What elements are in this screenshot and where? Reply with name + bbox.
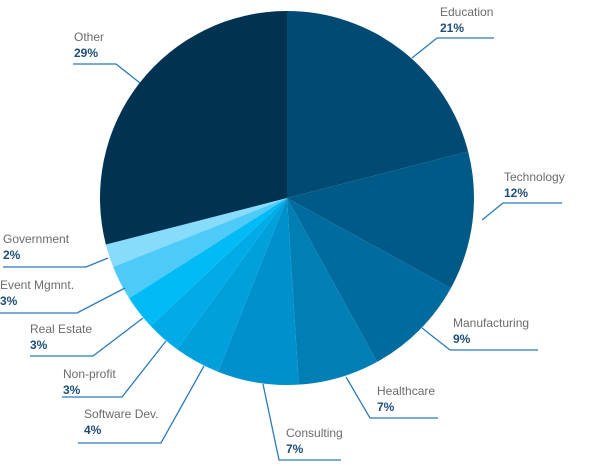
label-percent: 29% — [74, 46, 99, 60]
label-name: Education — [440, 5, 494, 19]
label-other: Other 29% — [74, 29, 104, 61]
label-percent: 3% — [63, 383, 81, 397]
label-percent: 7% — [286, 442, 304, 456]
label-event-mgmnt: Event Mgmnt. 3% — [0, 277, 74, 309]
leader-line-healthcare — [345, 376, 438, 419]
pie-slice-consulting — [218, 198, 299, 385]
label-name: Technology — [504, 170, 565, 184]
label-name: Non-profit — [63, 367, 116, 381]
pie-slices — [99, 11, 475, 385]
leader-line-non-profit — [62, 340, 167, 398]
label-percent: 7% — [377, 400, 395, 414]
leader-line-consulting — [262, 383, 341, 461]
label-percent: 9% — [453, 332, 471, 346]
label-education: Education 21% — [440, 4, 493, 36]
leader-line-manufacturing — [421, 327, 538, 351]
label-name: Other — [74, 30, 105, 44]
label-non-profit: Non-profit 3% — [63, 366, 116, 398]
leader-line-education — [411, 37, 494, 59]
leader-line-real-estate — [30, 317, 144, 357]
label-name: Consulting — [286, 426, 343, 440]
label-real-estate: Real Estate 3% — [30, 321, 92, 353]
label-government: Government 2% — [3, 231, 69, 263]
leader-line-other — [73, 63, 141, 84]
label-name: Event Mgmnt. — [0, 278, 75, 292]
leader-line-technology — [481, 202, 562, 221]
label-name: Healthcare — [377, 384, 436, 398]
pie-slice-government — [105, 198, 288, 267]
label-manufacturing: Manufacturing 9% — [453, 315, 529, 347]
leader-line-event-mgmnt — [0, 287, 126, 314]
pie-slice-education — [287, 11, 469, 198]
leader-lines — [0, 37, 562, 461]
pie-slice-real-estate — [129, 198, 287, 327]
pie-slice-manufacturing — [287, 198, 451, 362]
label-software-dev: Software Dev. 4% — [84, 406, 158, 438]
pie-slice-non-profit — [150, 198, 287, 350]
pie-slice-healthcare — [287, 198, 378, 385]
label-percent: 4% — [84, 423, 102, 437]
label-technology: Technology 12% — [504, 169, 565, 201]
label-percent: 21% — [440, 21, 465, 35]
label-healthcare: Healthcare 7% — [377, 383, 435, 415]
label-consulting: Consulting 7% — [286, 425, 343, 457]
label-percent: 3% — [0, 294, 18, 308]
leader-line-software-dev — [78, 365, 205, 444]
leader-line-government — [3, 257, 109, 268]
label-name: Real Estate — [30, 322, 93, 336]
label-name: Software Dev. — [84, 407, 159, 421]
label-name: Manufacturing — [453, 316, 530, 330]
label-percent: 2% — [3, 248, 21, 262]
pie-slice-event-mgmnt — [113, 198, 287, 299]
pie-slice-software-dev — [177, 198, 287, 372]
label-percent: 3% — [30, 338, 48, 352]
pie-slice-technology — [287, 151, 475, 289]
label-percent: 12% — [504, 186, 529, 200]
label-name: Government — [3, 232, 70, 246]
pie-slice-other — [99, 11, 287, 245]
